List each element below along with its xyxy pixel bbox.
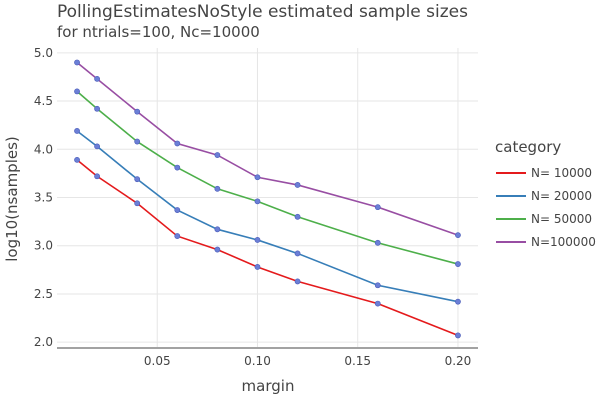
- data-point: [174, 140, 181, 147]
- data-point: [254, 264, 261, 270]
- data-point: [134, 138, 141, 145]
- x-tick-label: 0.05: [144, 354, 171, 368]
- data-point: [374, 239, 381, 246]
- chart-title: PollingEstimatesNoStyle estimated sample…: [57, 2, 468, 22]
- y-tick-label: 4.0: [34, 142, 53, 156]
- chart-subtitle: for ntrials=100, Nc=10000: [57, 23, 260, 41]
- data-point: [294, 213, 301, 220]
- data-point: [254, 237, 261, 243]
- data-point: [214, 246, 221, 253]
- data-point: [455, 232, 461, 239]
- data-point: [254, 174, 261, 181]
- x-tick-label: 0.20: [445, 354, 472, 368]
- data-markers: [74, 59, 461, 339]
- data-point: [94, 143, 100, 150]
- legend-item-label: N= 10000: [531, 166, 592, 180]
- data-point: [374, 204, 381, 211]
- data-point: [214, 226, 221, 233]
- data-point: [174, 164, 181, 171]
- data-point: [74, 88, 80, 95]
- data-point: [214, 152, 221, 158]
- y-tick-label: 3.5: [34, 191, 53, 205]
- data-point: [374, 300, 381, 307]
- y-tick-label: 3.0: [34, 239, 53, 253]
- data-point: [254, 198, 261, 205]
- legend-item-label: N= 20000: [531, 189, 592, 203]
- data-point: [134, 176, 141, 183]
- series-line: [76, 159, 459, 337]
- y-tick-labels: 2.0 2.5 3.0 3.5 4.0 4.5 5.0: [34, 46, 53, 349]
- data-point: [94, 105, 100, 112]
- data-point: [455, 298, 461, 305]
- x-tick-label: 0.10: [244, 354, 271, 368]
- data-point: [74, 59, 80, 66]
- data-point: [74, 128, 80, 134]
- data-point: [294, 182, 301, 188]
- y-tick-label: 2.5: [34, 287, 53, 301]
- data-point: [74, 156, 80, 163]
- data-point: [174, 233, 181, 239]
- legend-title: category: [495, 138, 561, 156]
- data-point: [134, 108, 141, 115]
- data-point: [214, 185, 221, 192]
- data-point: [94, 173, 100, 180]
- y-tick-label: 2.0: [34, 335, 53, 349]
- grid: [57, 48, 478, 347]
- data-point: [174, 207, 181, 213]
- series-line: [76, 130, 459, 303]
- data-point: [294, 250, 301, 257]
- x-tick-label: 0.15: [344, 354, 371, 368]
- legend-item-label: N=100000: [531, 235, 596, 249]
- x-tick-labels: 0.05 0.10 0.15 0.20: [144, 354, 471, 368]
- data-point: [94, 75, 100, 82]
- data-point: [294, 278, 301, 285]
- legend: category N= 10000 N= 20000 N= 50000 N=10000…: [495, 138, 596, 249]
- data-point: [134, 200, 141, 207]
- y-tick-label: 5.0: [34, 46, 53, 60]
- series-lines: [76, 61, 459, 337]
- y-tick-label: 4.5: [34, 94, 53, 108]
- x-axis-title: margin: [242, 377, 295, 395]
- data-point: [455, 332, 461, 339]
- data-point: [455, 261, 461, 267]
- legend-item-label: N= 50000: [531, 212, 592, 226]
- data-point: [374, 282, 381, 289]
- legend-items: N= 10000 N= 20000 N= 50000 N=100000: [496, 166, 596, 249]
- y-axis-title: log10(nsamples): [3, 136, 21, 262]
